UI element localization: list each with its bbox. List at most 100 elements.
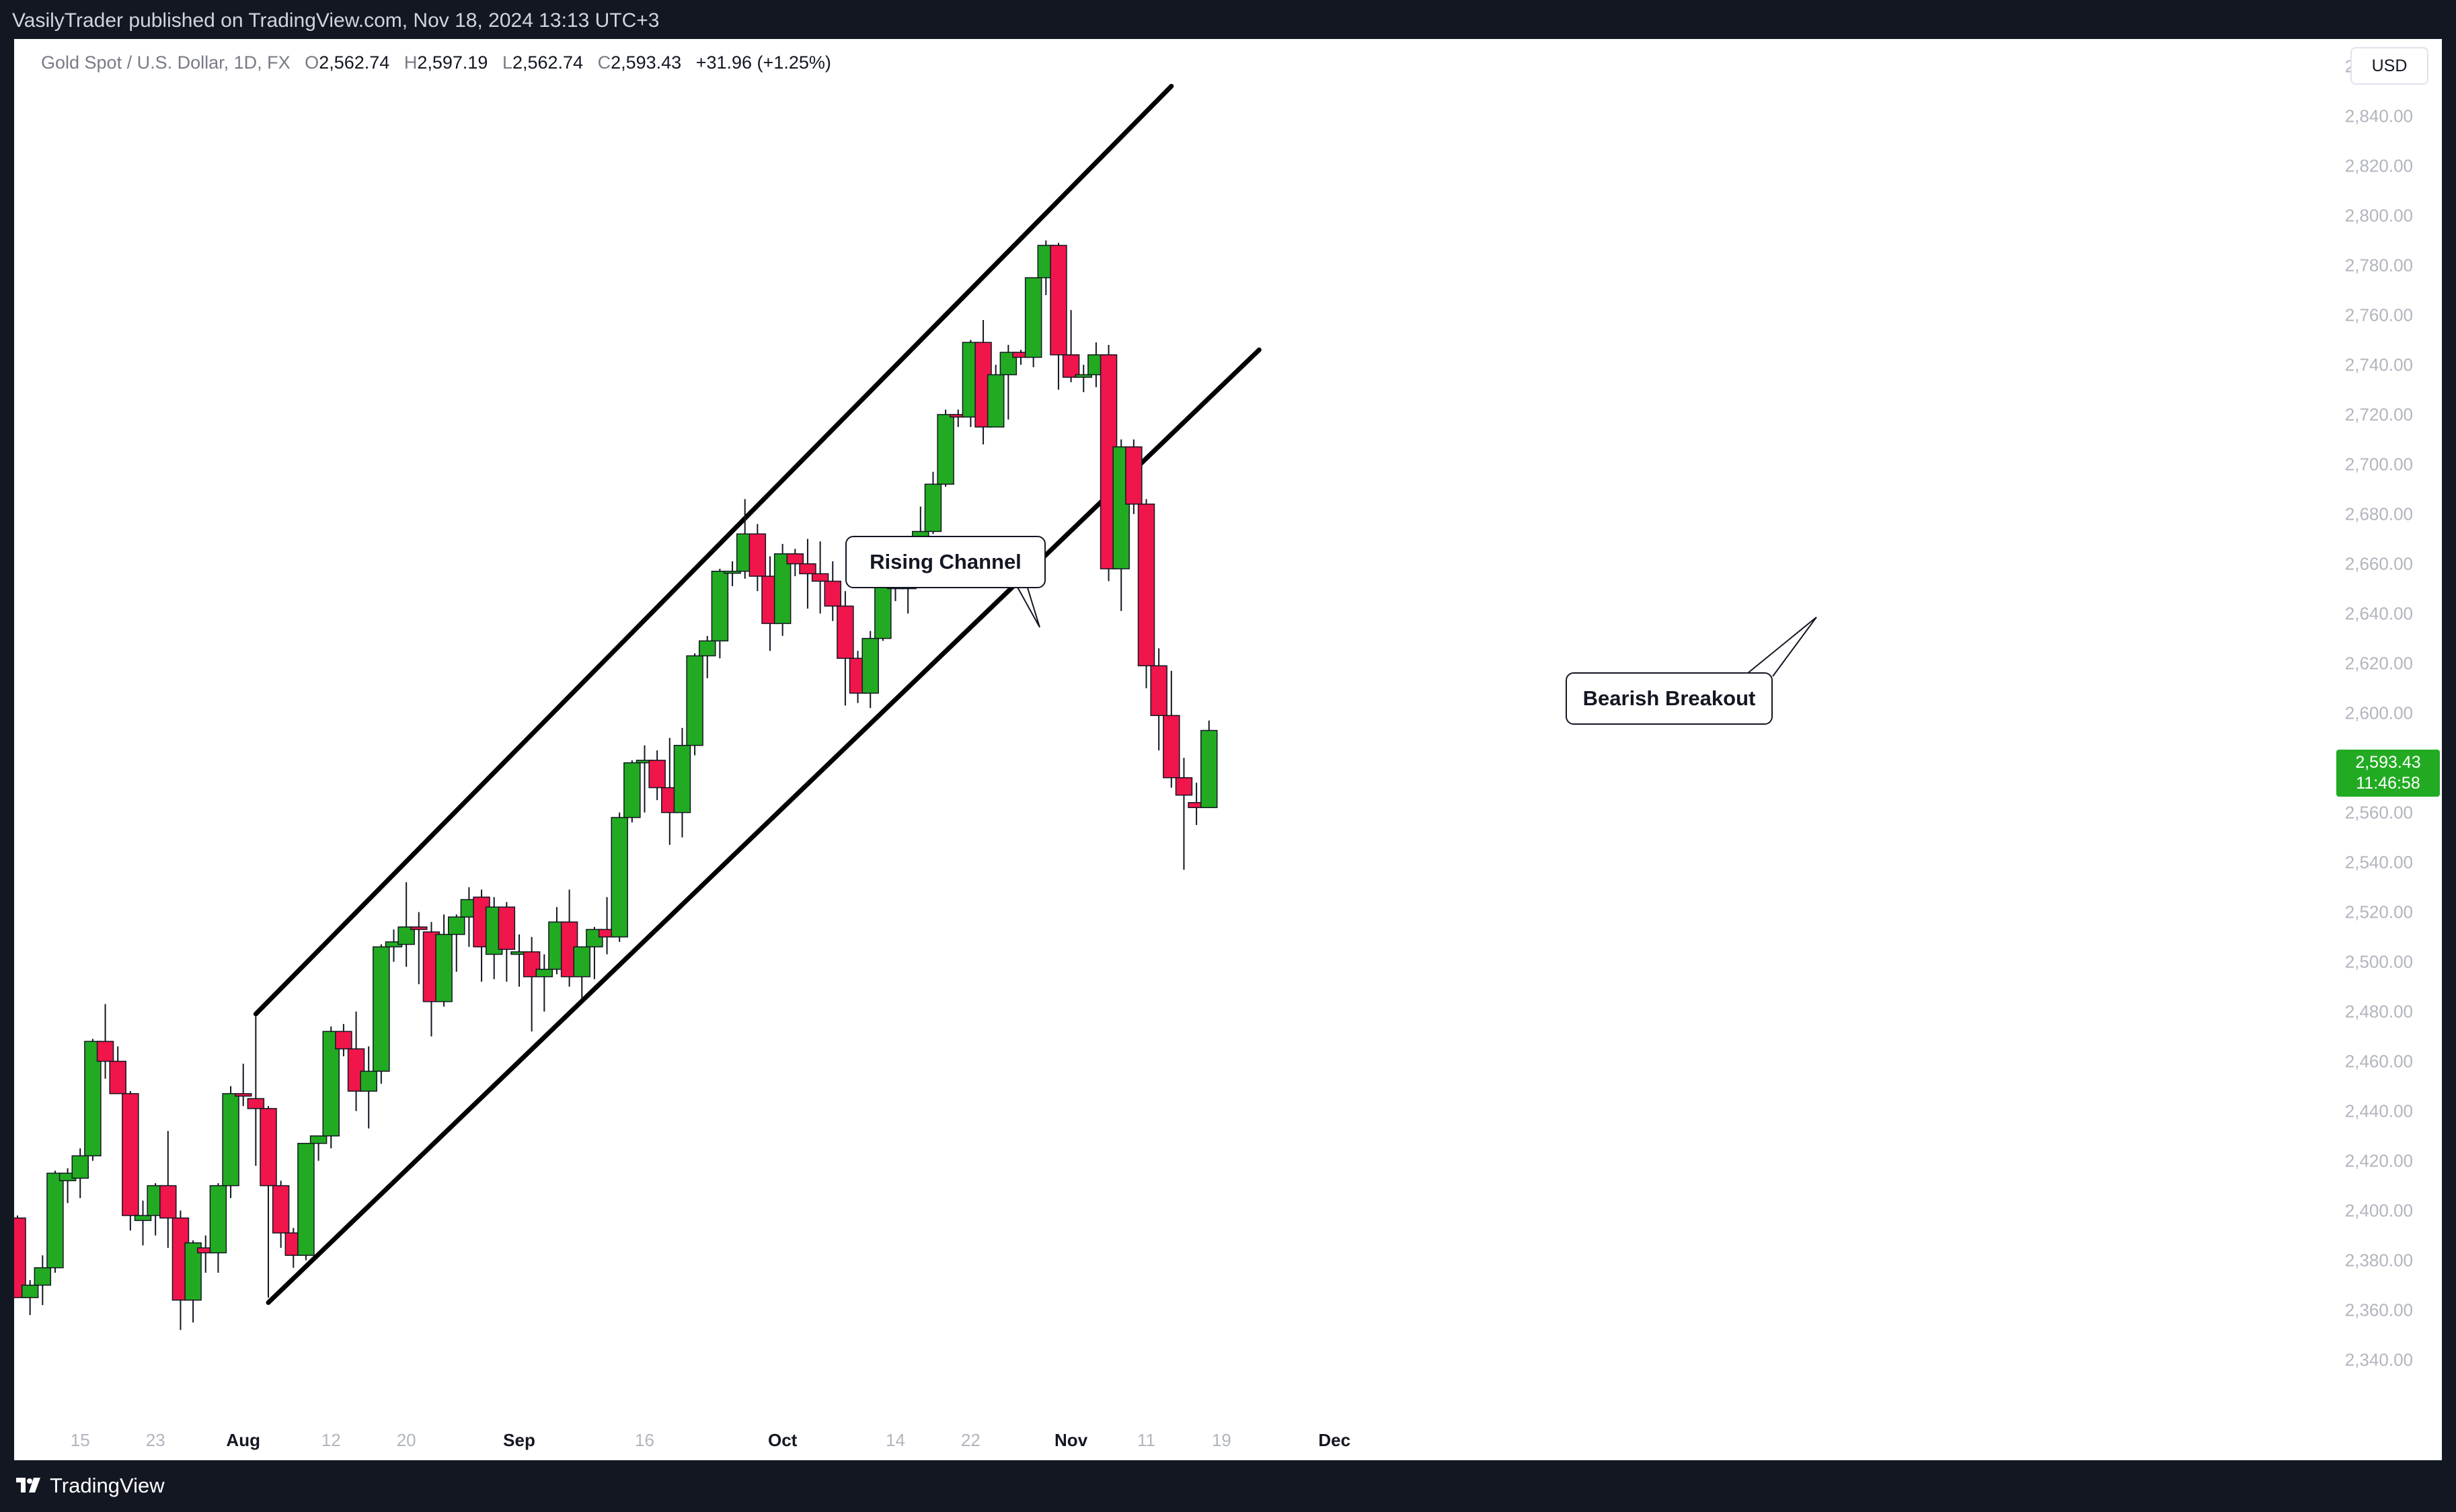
candle xyxy=(1175,758,1193,870)
candle-body xyxy=(1137,504,1155,667)
candle-body xyxy=(573,946,590,978)
candle xyxy=(397,882,415,967)
candle xyxy=(1150,648,1167,751)
y-tick-label: 2,360.00 xyxy=(2345,1300,2413,1320)
candle xyxy=(1163,670,1180,788)
candle-body xyxy=(773,553,792,625)
candle-body xyxy=(397,926,415,945)
y-tick-label: 2,620.00 xyxy=(2345,653,2413,674)
candle xyxy=(1024,277,1042,368)
y-tick-label: 2,400.00 xyxy=(2345,1201,2413,1221)
y-tick-label: 2,500.00 xyxy=(2345,952,2413,972)
x-tick-label: 23 xyxy=(146,1430,165,1450)
currency-button[interactable]: USD xyxy=(2350,47,2428,85)
candle xyxy=(974,320,992,444)
candle-body xyxy=(799,563,816,575)
x-tick-label: 22 xyxy=(961,1430,981,1450)
candle-body xyxy=(209,1185,227,1254)
candle-body xyxy=(1150,665,1167,717)
candle-body xyxy=(724,570,741,574)
candle xyxy=(699,635,716,678)
y-tick-label: 2,600.00 xyxy=(2345,703,2413,723)
y-tick-label: 2,840.00 xyxy=(2345,106,2413,126)
y-tick-label: 2,460.00 xyxy=(2345,1051,2413,1072)
y-tick-label: 2,340.00 xyxy=(2345,1350,2413,1370)
candle xyxy=(335,1024,352,1057)
candle-body xyxy=(1062,354,1080,378)
candle xyxy=(573,946,590,1000)
candle xyxy=(799,539,816,609)
candle-body xyxy=(1200,729,1218,808)
candle-body xyxy=(811,573,829,582)
candle xyxy=(1200,720,1218,808)
channel-lower-line[interactable] xyxy=(266,347,1262,1305)
candle xyxy=(1075,364,1092,393)
y-tick-label: 2,680.00 xyxy=(2345,504,2413,524)
candle xyxy=(373,944,390,1084)
candle-body xyxy=(134,1215,152,1222)
chart-area[interactable]: 2,340.00 2,360.00 2,380.00 2,400.00 2,420.00… xyxy=(14,39,2442,1460)
y-tick-label: 2,640.00 xyxy=(2345,604,2413,624)
bearish-breakout-callout[interactable]: Bearish Breakout xyxy=(1566,672,1773,725)
candle-body xyxy=(623,762,641,818)
change-value: +31.96 (+1.25%) xyxy=(695,52,831,73)
close-label: C xyxy=(597,52,611,73)
candle xyxy=(159,1131,177,1248)
candle-body xyxy=(435,934,453,1002)
y-tick-label: 2,700.00 xyxy=(2345,454,2413,475)
candle-body xyxy=(648,760,666,789)
high-label: H xyxy=(404,52,418,73)
candle xyxy=(623,760,641,823)
candle-body xyxy=(1075,374,1092,378)
open-value: 2,562.74 xyxy=(319,52,390,73)
candle-body xyxy=(159,1185,177,1219)
candle-body xyxy=(786,553,804,565)
candle-body xyxy=(222,1092,239,1187)
rising-channel-callout[interactable]: Rising Channel xyxy=(845,536,1046,588)
candle xyxy=(749,524,767,592)
candle-body xyxy=(260,1108,277,1187)
chart-canvas[interactable]: 2,340.00 2,360.00 2,380.00 2,400.00 2,420.00… xyxy=(14,39,2442,1460)
candle xyxy=(309,1135,328,1161)
x-tick-label: 19 xyxy=(1212,1430,1231,1450)
candle xyxy=(773,544,792,636)
candle xyxy=(786,549,804,577)
candle xyxy=(134,1200,152,1246)
candle-body xyxy=(373,946,390,1072)
candle xyxy=(260,1106,277,1298)
symbol-title: Gold Spot / U.S. Dollar, 1D, FX xyxy=(41,52,291,73)
candle xyxy=(1125,439,1143,514)
x-tick-label: Sep xyxy=(503,1430,535,1450)
y-tick-label: 2,740.00 xyxy=(2345,355,2413,375)
callout-tails xyxy=(1015,583,1817,677)
publish-info: VasilyTrader published on TradingView.co… xyxy=(12,9,660,32)
candle-body xyxy=(410,926,428,930)
candle xyxy=(14,1216,26,1298)
x-tick-label: 15 xyxy=(71,1430,90,1450)
candle-body xyxy=(360,1070,377,1092)
y-tick-label: 2,560.00 xyxy=(2345,803,2413,823)
candle-body xyxy=(14,1217,26,1298)
y-tick-label: 2,780.00 xyxy=(2345,255,2413,276)
candle xyxy=(209,1183,227,1273)
y-tick-label: 2,480.00 xyxy=(2345,1002,2413,1022)
candle-body xyxy=(1175,777,1193,796)
channel-upper-line[interactable] xyxy=(253,83,1174,1017)
candle-body xyxy=(448,916,465,935)
candle-body xyxy=(824,580,841,607)
candle xyxy=(272,1181,290,1248)
x-tick-label: Aug xyxy=(226,1430,260,1450)
candle xyxy=(837,591,854,706)
y-tick-label: 2,540.00 xyxy=(2345,852,2413,873)
y-tick-label: 2,820.00 xyxy=(2345,156,2413,176)
candle xyxy=(824,561,841,621)
candle xyxy=(535,954,553,1012)
candle-body xyxy=(21,1284,39,1298)
candle xyxy=(711,569,729,659)
candle-body xyxy=(1024,277,1042,358)
candle-body xyxy=(498,906,516,950)
y-tick-label: 2,800.00 xyxy=(2345,206,2413,226)
candle xyxy=(71,1148,89,1199)
candle-body xyxy=(247,1098,265,1109)
candle-body xyxy=(749,533,767,577)
